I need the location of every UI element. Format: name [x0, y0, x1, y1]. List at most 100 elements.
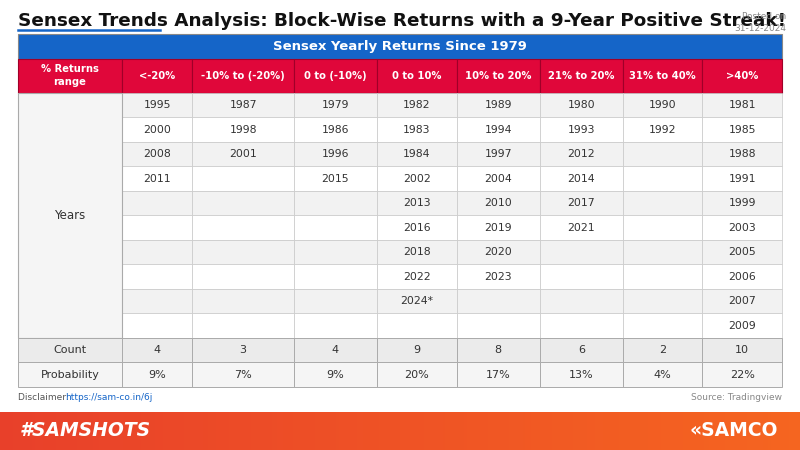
Bar — [696, 412, 700, 450]
Bar — [152, 412, 156, 450]
Bar — [672, 412, 676, 450]
Bar — [362, 412, 366, 450]
Bar — [112, 412, 116, 450]
Text: 1981: 1981 — [729, 100, 756, 110]
Bar — [18, 34, 782, 58]
Text: #SAMSHOTS: #SAMSHOTS — [20, 422, 151, 441]
Bar — [702, 216, 782, 240]
Bar — [654, 412, 657, 450]
Bar — [377, 363, 457, 387]
Bar — [656, 412, 660, 450]
Bar — [193, 117, 294, 142]
Bar — [202, 412, 206, 450]
Bar — [678, 412, 681, 450]
Bar — [122, 265, 193, 289]
Bar — [494, 412, 497, 450]
Bar — [784, 412, 788, 450]
Bar — [368, 412, 372, 450]
Bar — [540, 142, 623, 166]
Bar — [712, 412, 716, 450]
Bar — [623, 58, 702, 93]
Bar — [666, 412, 670, 450]
Text: 9%: 9% — [326, 370, 344, 380]
Text: 1982: 1982 — [403, 100, 430, 110]
Bar — [702, 240, 782, 265]
Bar — [358, 412, 361, 450]
Bar — [592, 412, 596, 450]
Text: 1995: 1995 — [143, 100, 171, 110]
Bar — [272, 412, 276, 450]
Bar — [400, 412, 404, 450]
Bar — [662, 412, 665, 450]
Text: 13%: 13% — [569, 370, 594, 380]
Bar — [122, 58, 193, 93]
Bar — [664, 412, 668, 450]
Bar — [623, 289, 702, 314]
Text: 2022: 2022 — [403, 272, 430, 282]
Bar — [377, 58, 457, 93]
Bar — [386, 412, 390, 450]
Bar — [18, 314, 122, 338]
Bar — [274, 412, 278, 450]
Text: 2017: 2017 — [567, 198, 595, 208]
Text: 10: 10 — [735, 345, 750, 355]
Bar — [256, 412, 260, 450]
Bar — [294, 58, 377, 93]
Bar — [618, 412, 622, 450]
Text: % Returns
range: % Returns range — [41, 64, 99, 87]
Bar — [456, 412, 460, 450]
Text: 0 to (-10%): 0 to (-10%) — [304, 71, 366, 81]
Bar — [506, 412, 510, 450]
Bar — [64, 412, 68, 450]
Bar — [70, 412, 73, 450]
Bar — [136, 412, 140, 450]
Text: 2019: 2019 — [484, 223, 512, 233]
Bar — [346, 412, 350, 450]
Bar — [782, 412, 785, 450]
Bar — [590, 412, 593, 450]
Bar — [193, 216, 294, 240]
Bar — [193, 314, 294, 338]
Bar — [294, 240, 377, 265]
Bar — [424, 412, 428, 450]
Bar — [722, 412, 726, 450]
Bar — [18, 289, 122, 314]
Bar — [200, 412, 204, 450]
Bar — [623, 363, 702, 387]
Text: 2002: 2002 — [403, 174, 430, 184]
Bar — [377, 166, 457, 191]
Bar — [22, 412, 25, 450]
Bar — [746, 412, 750, 450]
Bar — [682, 412, 686, 450]
Bar — [40, 412, 44, 450]
Text: 2018: 2018 — [403, 247, 430, 257]
Bar — [86, 412, 89, 450]
Bar — [702, 142, 782, 166]
Bar — [158, 412, 161, 450]
Bar — [30, 412, 33, 450]
Bar — [262, 412, 265, 450]
Bar — [294, 166, 377, 191]
Bar — [14, 412, 17, 450]
Text: 1988: 1988 — [729, 149, 756, 159]
Bar — [768, 412, 772, 450]
Text: 2001: 2001 — [230, 149, 257, 159]
Bar — [408, 412, 412, 450]
Bar — [193, 338, 294, 363]
Bar — [457, 166, 540, 191]
Bar — [616, 412, 620, 450]
Bar — [186, 412, 190, 450]
Bar — [366, 412, 369, 450]
Bar — [702, 314, 782, 338]
Bar — [16, 412, 20, 450]
Bar — [658, 412, 662, 450]
Bar — [142, 412, 145, 450]
Text: 1989: 1989 — [484, 100, 512, 110]
Bar — [18, 93, 122, 117]
Bar — [330, 412, 334, 450]
Bar — [294, 289, 377, 314]
Bar — [106, 412, 110, 450]
Bar — [314, 412, 318, 450]
Bar — [354, 412, 358, 450]
Text: 2012: 2012 — [567, 149, 595, 159]
